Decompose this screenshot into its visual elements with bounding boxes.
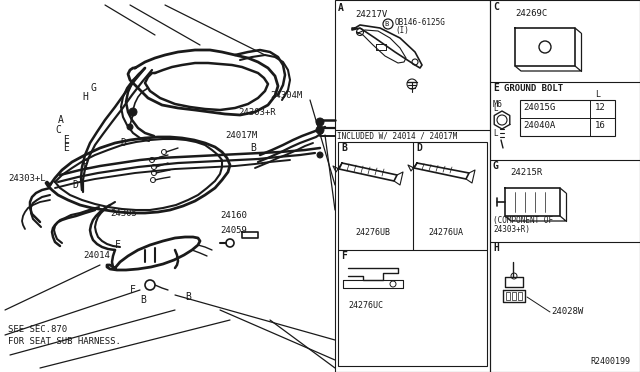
Text: B: B — [185, 292, 191, 302]
Text: 24160: 24160 — [220, 211, 247, 219]
Circle shape — [317, 152, 323, 158]
Text: M6: M6 — [493, 99, 503, 109]
Bar — [506, 292, 510, 300]
Text: 24015G: 24015G — [523, 103, 556, 112]
Circle shape — [129, 108, 137, 116]
Text: 24304M: 24304M — [270, 90, 302, 99]
Text: H: H — [493, 243, 499, 253]
Text: 16: 16 — [595, 121, 605, 129]
Text: D: D — [120, 138, 126, 148]
Text: GROUND BOLT: GROUND BOLT — [504, 83, 563, 93]
Text: (I): (I) — [395, 26, 409, 35]
Text: L: L — [493, 128, 498, 138]
Text: H: H — [82, 92, 88, 102]
Text: E: E — [493, 83, 499, 93]
Text: FOR SEAT SUB HARNESS.: FOR SEAT SUB HARNESS. — [8, 337, 121, 346]
Bar — [520, 100, 615, 136]
Text: 24303+L: 24303+L — [8, 173, 45, 183]
Circle shape — [127, 124, 133, 130]
Text: 24014: 24014 — [83, 250, 110, 260]
Text: A: A — [58, 115, 64, 125]
Text: (COMPONENT OF: (COMPONENT OF — [493, 215, 553, 224]
Text: C: C — [493, 2, 499, 12]
Text: OB146-6125G: OB146-6125G — [395, 17, 446, 26]
Text: D: D — [72, 180, 78, 190]
Text: 24059: 24059 — [220, 225, 247, 234]
Circle shape — [316, 118, 324, 126]
Text: 24276UB: 24276UB — [355, 228, 390, 237]
Text: A: A — [338, 3, 344, 13]
Text: B: B — [250, 143, 256, 153]
Text: F: F — [130, 285, 136, 295]
Text: 24303+R: 24303+R — [238, 108, 276, 116]
Text: F: F — [115, 240, 121, 250]
Text: E: E — [82, 160, 88, 170]
Text: B: B — [140, 295, 146, 305]
Text: INCLUDED W/ 24014 / 24017M: INCLUDED W/ 24014 / 24017M — [337, 131, 457, 141]
Bar — [518, 292, 522, 300]
Text: 24040A: 24040A — [523, 121, 556, 129]
Text: G: G — [493, 161, 499, 171]
Text: E: E — [63, 135, 69, 145]
Text: L: L — [493, 103, 498, 112]
Text: B: B — [385, 20, 389, 26]
Circle shape — [316, 126, 324, 134]
Text: R2400199: R2400199 — [590, 357, 630, 366]
Text: D: D — [416, 143, 422, 153]
Text: E: E — [63, 143, 69, 153]
Text: SEE SEC.870: SEE SEC.870 — [8, 326, 67, 334]
Bar — [338, 142, 487, 366]
Bar — [490, 0, 640, 372]
Bar — [512, 292, 516, 300]
Text: 24028W: 24028W — [551, 308, 583, 317]
Text: L: L — [595, 90, 600, 99]
Text: F: F — [341, 251, 347, 261]
Text: 24276UA: 24276UA — [428, 228, 463, 237]
Text: 24276UC: 24276UC — [348, 301, 383, 310]
Bar — [335, 0, 490, 372]
Text: B: B — [341, 143, 347, 153]
Text: 24017M: 24017M — [225, 131, 257, 140]
Text: C: C — [55, 125, 61, 135]
Text: 12: 12 — [595, 103, 605, 112]
Text: 24303+R): 24303+R) — [493, 224, 530, 234]
Text: 24305: 24305 — [110, 208, 137, 218]
Text: G: G — [90, 83, 96, 93]
Text: 24217V: 24217V — [355, 10, 387, 19]
Text: 24215R: 24215R — [510, 167, 542, 176]
Text: 24269C: 24269C — [515, 9, 547, 17]
